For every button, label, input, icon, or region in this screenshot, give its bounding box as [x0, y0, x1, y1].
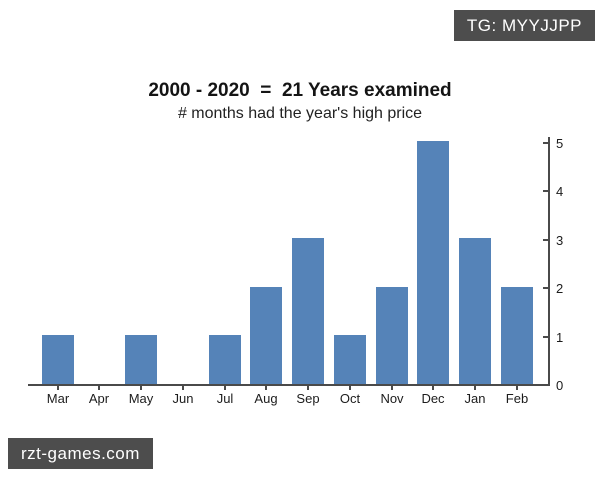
y-tick-label: 1 [556, 329, 564, 345]
site-watermark-badge: rzt-games.com [8, 438, 153, 469]
x-tick-mark [140, 386, 142, 390]
x-tick-mark [224, 386, 226, 390]
x-tick-mark [391, 386, 393, 390]
x-tick-mark [349, 386, 351, 390]
y-tick-label: 4 [556, 184, 564, 199]
bar-jan [459, 238, 491, 384]
x-tick-label: Mar [46, 391, 70, 406]
bar-nov [376, 287, 408, 384]
y-tick-mark [543, 238, 548, 241]
y-tick-label: 0 [556, 378, 564, 393]
y-tick-label: 3 [556, 232, 564, 248]
y-tick-label: 2 [556, 281, 564, 296]
bar-jul [209, 335, 241, 384]
x-tick-mark [474, 386, 476, 390]
y-tick-mark [543, 384, 548, 386]
x-tick-mark [307, 386, 309, 390]
bar-aug [250, 287, 282, 384]
chart-subtitle: # months had the year's high price [177, 105, 423, 122]
x-tick-mark [182, 386, 184, 390]
x-tick-mark [98, 386, 100, 390]
bar-oct [334, 335, 366, 384]
x-tick-label: Jul [216, 391, 234, 406]
x-axis-line [28, 384, 550, 386]
x-tick-label: Apr [88, 391, 110, 406]
x-tick-mark [265, 386, 267, 390]
x-tick-label: Dec [421, 391, 445, 406]
x-tick-mark [432, 386, 434, 390]
x-tick-label: Nov [380, 391, 404, 406]
bar-dec [417, 141, 449, 384]
y-tick-label: 5 [556, 135, 564, 151]
chart-title: 2000 - 2020 = 21 Years examined [148, 80, 452, 101]
x-tick-label: Jun [172, 391, 194, 406]
x-tick-mark [516, 386, 518, 390]
y-tick-mark [543, 287, 548, 289]
y-tick-mark [543, 335, 548, 338]
x-tick-label: Aug [254, 391, 278, 406]
x-tick-label: May [128, 391, 154, 406]
bar-sep [292, 238, 324, 384]
y-axis-line [548, 137, 550, 386]
bar-may [125, 335, 157, 384]
bar-mar [42, 335, 74, 384]
x-tick-label: Sep [296, 391, 320, 406]
y-tick-mark [543, 190, 548, 192]
x-tick-label: Oct [339, 391, 361, 406]
x-tick-label: Jan [464, 391, 486, 406]
y-tick-mark [543, 141, 548, 144]
bar-feb [501, 287, 533, 384]
x-tick-label: Feb [505, 391, 529, 406]
x-tick-mark [57, 386, 59, 390]
tg-watermark-badge: TG: MYYJJPP [453, 10, 595, 41]
